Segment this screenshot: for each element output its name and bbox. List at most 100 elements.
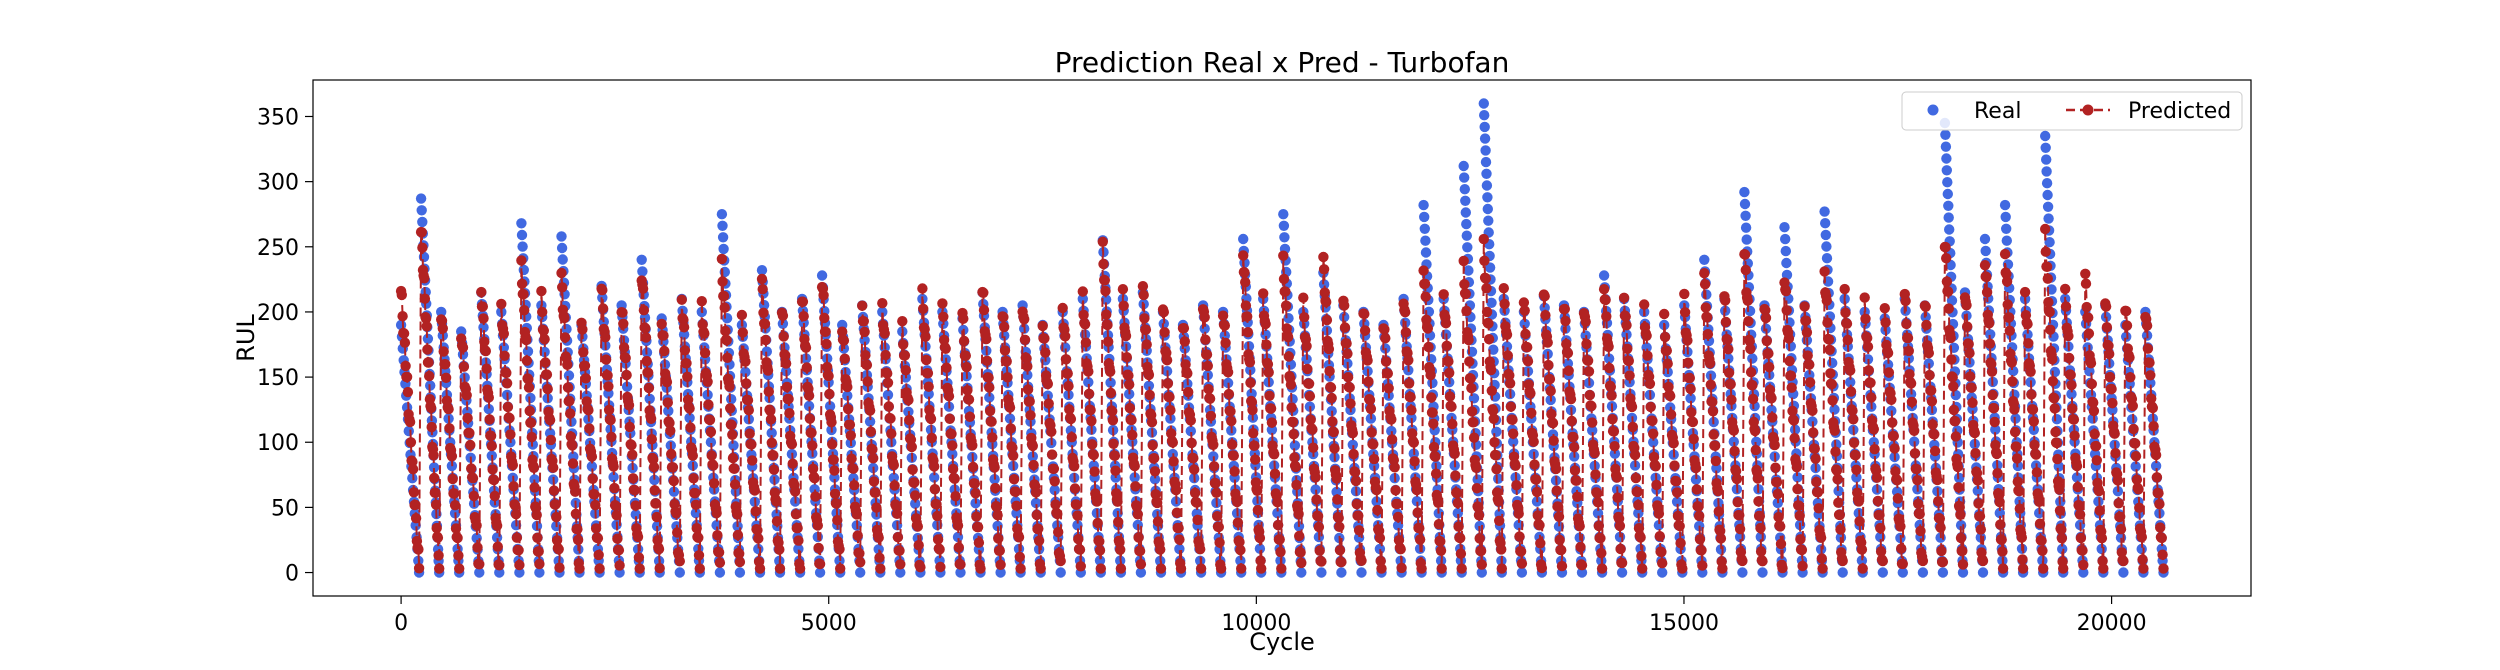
point xyxy=(1072,510,1083,521)
point xyxy=(839,353,850,364)
point xyxy=(1485,364,1497,376)
point xyxy=(758,307,769,318)
point xyxy=(426,421,437,433)
point xyxy=(1428,441,1440,453)
point xyxy=(1562,347,1574,359)
point xyxy=(1987,389,1998,401)
point xyxy=(2042,201,2054,212)
point xyxy=(565,408,576,419)
point xyxy=(932,534,944,545)
point xyxy=(1488,413,1500,424)
point xyxy=(1596,563,1608,574)
point xyxy=(2051,414,2063,425)
point xyxy=(1022,369,1033,381)
point xyxy=(567,458,579,469)
point xyxy=(1127,429,1138,441)
point xyxy=(1534,520,1545,531)
point xyxy=(1747,380,1758,391)
point xyxy=(1316,567,1327,578)
point xyxy=(1217,310,1229,321)
point xyxy=(1985,329,1996,340)
point xyxy=(1854,516,1865,527)
point xyxy=(1073,533,1084,545)
point xyxy=(1171,507,1183,518)
point xyxy=(1822,317,1833,328)
point xyxy=(397,311,408,322)
point xyxy=(849,480,860,491)
point xyxy=(1283,351,1295,362)
point xyxy=(824,388,835,400)
point xyxy=(1888,430,1900,442)
point xyxy=(1917,567,1929,578)
point xyxy=(734,556,746,568)
point xyxy=(1379,324,1390,335)
point xyxy=(2121,331,2132,342)
point xyxy=(499,350,510,361)
point xyxy=(978,287,989,298)
point xyxy=(915,562,926,573)
point xyxy=(1795,534,1806,545)
point xyxy=(531,509,542,521)
point xyxy=(438,346,449,357)
point xyxy=(1720,295,1731,306)
point xyxy=(2144,357,2155,368)
point xyxy=(656,318,667,330)
point xyxy=(434,563,445,574)
point xyxy=(1083,366,1094,377)
point xyxy=(1149,474,1161,485)
point xyxy=(522,346,534,357)
point xyxy=(1950,416,1961,427)
point xyxy=(897,316,908,327)
point xyxy=(900,365,911,376)
point xyxy=(1633,499,1644,511)
point xyxy=(1161,355,1173,366)
point xyxy=(834,544,845,555)
point xyxy=(783,393,794,405)
point xyxy=(1700,302,1712,313)
point xyxy=(907,464,918,475)
point xyxy=(1702,329,1714,340)
point xyxy=(1042,378,1054,390)
point xyxy=(592,533,604,544)
point xyxy=(855,557,866,568)
point xyxy=(572,524,583,535)
point xyxy=(868,476,880,487)
point xyxy=(1416,563,1427,574)
point xyxy=(2124,352,2135,363)
point xyxy=(1913,498,1924,509)
point xyxy=(1275,546,1286,558)
point xyxy=(1528,436,1539,447)
point xyxy=(1185,415,1197,426)
point xyxy=(2113,498,2124,509)
point xyxy=(1188,452,1199,464)
point xyxy=(474,567,485,578)
point xyxy=(1604,362,1615,374)
point xyxy=(1203,384,1214,395)
point xyxy=(1351,498,1363,510)
point xyxy=(1872,495,1884,507)
point xyxy=(416,205,427,216)
point xyxy=(1869,444,1880,455)
point xyxy=(1339,322,1351,333)
point xyxy=(1447,418,1458,430)
point xyxy=(814,558,826,570)
point xyxy=(874,552,885,563)
point xyxy=(873,532,884,543)
point xyxy=(2009,404,2020,415)
point xyxy=(1542,337,1553,348)
point xyxy=(1780,286,1792,297)
point xyxy=(481,363,492,374)
point xyxy=(1859,292,1870,303)
point xyxy=(1726,394,1737,405)
point xyxy=(1392,498,1403,510)
point xyxy=(587,473,598,484)
point xyxy=(2063,330,2074,342)
point xyxy=(1173,522,1184,534)
point xyxy=(1011,500,1022,511)
point xyxy=(1800,315,1812,326)
point xyxy=(774,563,786,574)
point xyxy=(716,253,728,265)
point xyxy=(1205,410,1217,422)
point xyxy=(1851,464,1862,475)
point xyxy=(1582,355,1594,366)
